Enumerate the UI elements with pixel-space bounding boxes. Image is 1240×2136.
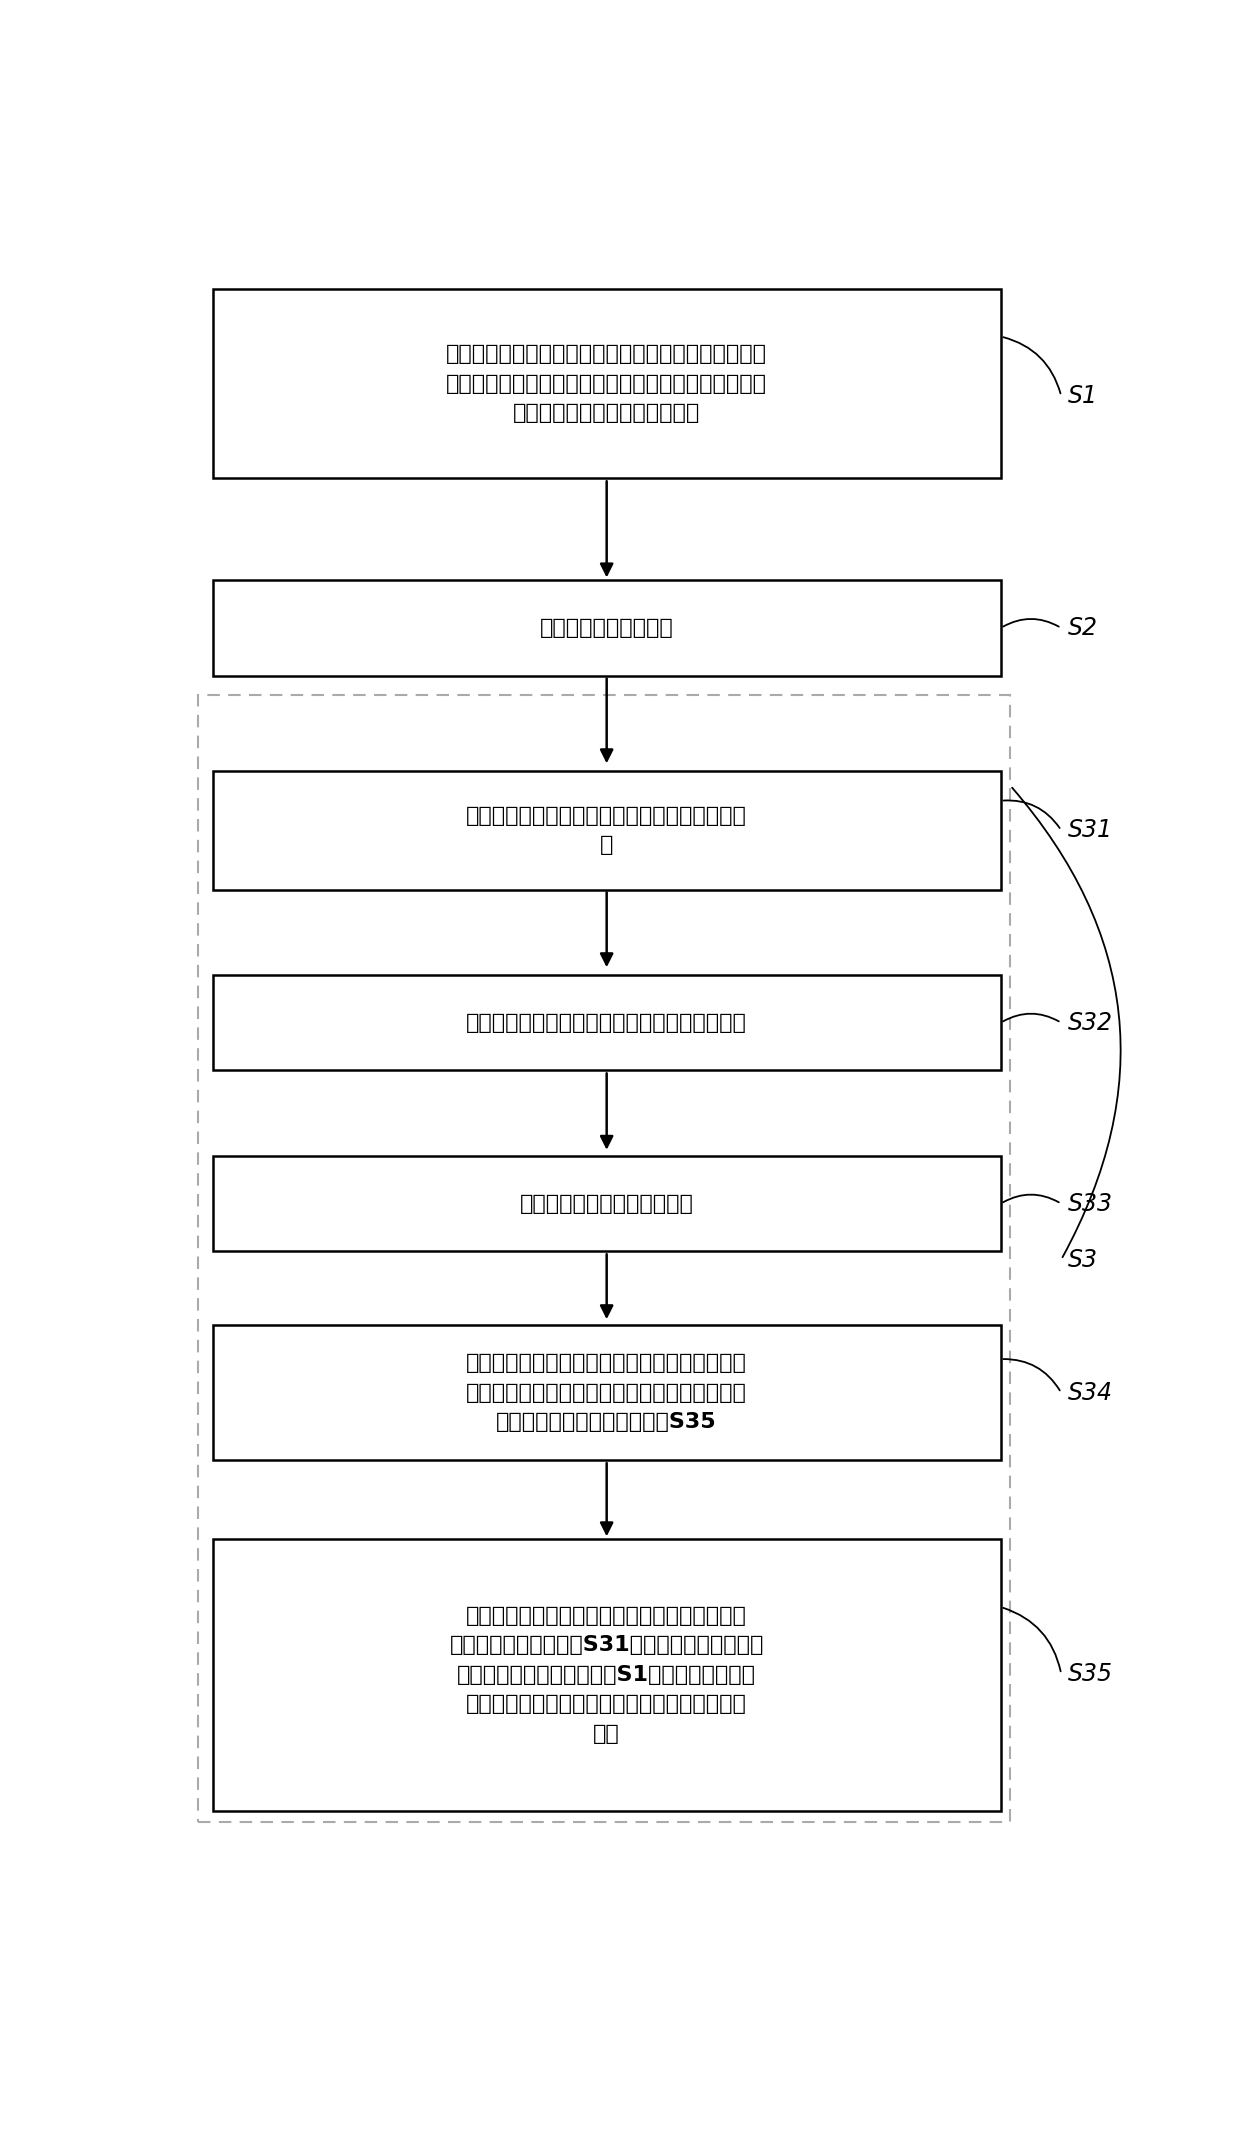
Bar [213,288,1001,478]
Bar [213,1324,1001,1461]
Text: S3: S3 [1068,1247,1097,1271]
Bar [213,581,1001,675]
Text: 对集成电路进行前仿真: 对集成电路进行前仿真 [539,617,673,639]
Text: 设计集成电路的初始拓扑结构和集成电路的每个晶体管
的初始尺寸，以及，获取集成电路的每个晶体管的版图
效应的相关参数的预设数值范围: 设计集成电路的初始拓扑结构和集成电路的每个晶体管 的初始尺寸，以及，获取集成电路… [446,344,768,423]
Text: S35: S35 [1068,1662,1114,1685]
Text: S1: S1 [1068,384,1097,408]
Text: S33: S33 [1068,1192,1114,1215]
Text: 对初始版图进行设计规则检查和版图原理图对比: 对初始版图进行设计规则检查和版图原理图对比 [466,1012,748,1034]
Text: 根据目标版图设计参数，设计集成电路的初始版
图: 根据目标版图设计参数，设计集成电路的初始版 图 [466,805,748,854]
Text: S34: S34 [1068,1380,1114,1405]
Text: 判断初始版图是否在预设次数之内不满足预设性
能，若是，则返回步骤S31重新设计集成电路的初
始版图；若否，则返回步骤S1重新设计集成电路
的初始拓扑结构和集成电: 判断初始版图是否在预设次数之内不满足预设性 能，若是，则返回步骤S31重新设计集… [449,1606,764,1745]
Text: S31: S31 [1068,818,1114,842]
Bar [198,696,1011,1822]
Text: S32: S32 [1068,1010,1114,1034]
Bar [213,771,1001,889]
Text: S2: S2 [1068,615,1097,641]
Text: 提取初始版图和互连相关参数: 提取初始版图和互连相关参数 [520,1194,693,1213]
Bar [213,974,1001,1070]
Text: 对集成电路进行后仿真，判断初始版图是否满足
预设性能，若是，则后仿真结束，且初始版图为
目标版图；若否，则进入步骤S35: 对集成电路进行后仿真，判断初始版图是否满足 预设性能，若是，则后仿真结束，且初始… [466,1354,748,1433]
Bar [213,1156,1001,1252]
Bar [213,1540,1001,1811]
